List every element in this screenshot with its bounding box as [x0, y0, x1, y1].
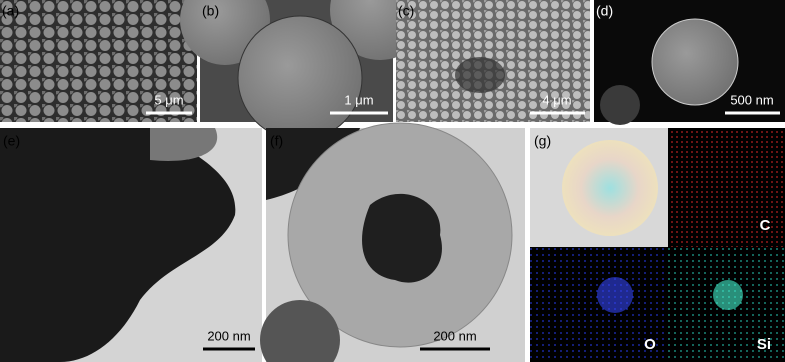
element-label: O — [644, 336, 656, 353]
panel-label: (g) — [534, 133, 551, 149]
sem-image — [0, 0, 197, 122]
sphere — [651, 18, 739, 106]
scale-label: 200 nm — [433, 328, 476, 343]
panel-label: (b) — [202, 3, 219, 19]
particle — [150, 128, 218, 161]
element-label: Si — [757, 336, 771, 353]
element-label: C — [760, 217, 771, 234]
panel-label: (d) — [596, 3, 613, 19]
panel-label: (f) — [270, 133, 283, 149]
particle — [0, 128, 236, 362]
particle — [260, 300, 340, 362]
particle — [600, 85, 640, 125]
c-map — [668, 128, 785, 247]
sphere — [237, 15, 363, 141]
si-hotspot — [713, 280, 743, 310]
panel-label: (a) — [2, 3, 19, 19]
panel-label: (e) — [3, 133, 20, 149]
scale-label: 1 μm — [344, 92, 373, 107]
core — [362, 193, 442, 283]
panel-label: (c) — [398, 3, 414, 19]
shadow — [455, 57, 505, 93]
o-map — [530, 247, 668, 362]
scale-label: 5 μm — [154, 92, 183, 107]
overlay-sphere — [562, 140, 658, 236]
scale-label: 4 μm — [542, 92, 571, 107]
scale-label: 200 nm — [207, 328, 250, 343]
scale-label: 500 nm — [730, 92, 773, 107]
o-hotspot — [597, 277, 633, 313]
